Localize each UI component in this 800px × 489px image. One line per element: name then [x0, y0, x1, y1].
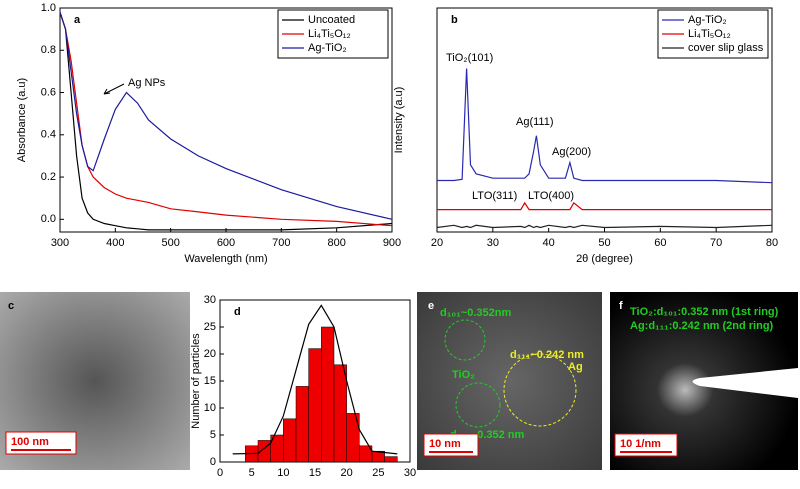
legend-label: cover slip glass — [688, 42, 764, 54]
legend-label: Uncoated — [308, 14, 355, 26]
x-axis-label: Wavelength (nm) — [184, 253, 267, 265]
y-tick-label: 0 — [210, 456, 216, 468]
x-tick-label: 700 — [272, 237, 290, 249]
histogram-bar — [384, 456, 398, 463]
data-line — [437, 68, 773, 184]
x-tick-label: 25 — [372, 467, 384, 479]
y-tick-label: 10 — [204, 402, 216, 414]
histogram-bar — [321, 326, 335, 463]
annotation: TiO₂(101) — [446, 52, 493, 64]
x-tick-label: 60 — [654, 237, 666, 249]
data-line — [59, 12, 393, 220]
x-tick-label: 20 — [431, 237, 443, 249]
y-tick-label: 0.8 — [41, 44, 56, 56]
histogram-bar — [283, 418, 297, 463]
panel-label: c — [8, 300, 14, 312]
data-line — [59, 12, 393, 231]
x-tick-label: 50 — [598, 237, 610, 249]
legend-label: Li₄Ti₅O₁₂ — [308, 28, 351, 40]
x-tick-label: 800 — [327, 237, 345, 249]
data-line — [436, 224, 773, 229]
annotation: Ag(200) — [552, 146, 591, 158]
x-tick-label: 80 — [766, 237, 778, 249]
y-tick-label: 30 — [204, 294, 216, 306]
image-annotation: Ag:d₁₁₁:0.242 nm (2nd ring) — [630, 320, 774, 332]
scale-bar-box — [5, 431, 77, 455]
annotation: Ag(111) — [516, 116, 554, 128]
x-tick-label: 15 — [309, 467, 321, 479]
legend-label: Ag-TiO₂ — [688, 14, 727, 26]
y-tick-label: 25 — [204, 321, 216, 333]
image-annotation: TiO₂ — [452, 369, 475, 381]
x-tick-label: 300 — [51, 237, 69, 249]
panel-label: a — [74, 14, 81, 26]
x-tick-label: 30 — [404, 467, 416, 479]
panel-label: d — [234, 306, 241, 318]
histogram-bar — [333, 364, 347, 463]
x-tick-label: 70 — [710, 237, 722, 249]
y-tick-label: 5 — [210, 429, 216, 441]
x-tick-label: 0 — [217, 467, 223, 479]
beam-stop — [692, 368, 798, 398]
y-axis-label: Intensity (a.u) — [393, 87, 405, 154]
histogram-bar — [346, 413, 360, 463]
x-tick-label: 900 — [383, 237, 401, 249]
x-axis-label: 2θ (degree) — [576, 253, 633, 265]
legend-label: Ag-TiO₂ — [308, 42, 347, 54]
panel-label: f — [619, 300, 623, 312]
y-axis-label: Absorbance (a.u) — [16, 78, 28, 162]
x-tick-label: 20 — [341, 467, 353, 479]
x-tick-label: 10 — [277, 467, 289, 479]
data-line — [437, 201, 772, 211]
image-annotation: d₁₁₁~0.242 nm — [510, 349, 584, 361]
panel-label: e — [428, 300, 434, 312]
y-axis-label: Number of particles — [190, 333, 202, 429]
scale-bar-label: 10 nm — [429, 438, 461, 450]
y-tick-label: 20 — [204, 348, 216, 360]
scale-bar-box — [423, 433, 479, 457]
y-tick-label: 0.6 — [41, 86, 56, 98]
panel-label: b — [451, 14, 458, 26]
histogram-bar — [295, 386, 309, 463]
scale-bar-box — [614, 433, 678, 457]
x-tick-label: 40 — [543, 237, 555, 249]
y-tick-label: 0.2 — [41, 171, 56, 183]
data-line — [59, 12, 393, 227]
image-annotation: TiO₂:d₁₀₁:0.352 nm (1st ring) — [630, 306, 779, 318]
lattice-ring — [503, 353, 577, 427]
y-tick-label: 0.0 — [41, 213, 56, 225]
y-tick-label: 0.4 — [41, 129, 56, 141]
legend-label: Li₄Ti₅O₁₂ — [688, 28, 731, 40]
fit-curve — [232, 304, 398, 455]
scale-bar-label: 100 nm — [11, 436, 49, 448]
annotation-arrow — [103, 83, 125, 95]
x-tick-label: 400 — [106, 237, 124, 249]
lattice-ring — [455, 382, 501, 428]
y-tick-label: 15 — [204, 375, 216, 387]
image-annotation: d₁₀₁~0.352nm — [440, 307, 511, 319]
annotation: Ag NPs — [128, 77, 166, 89]
lattice-ring — [444, 319, 486, 361]
x-tick-label: 600 — [217, 237, 235, 249]
scale-bar-label: 10 1/nm — [620, 438, 661, 450]
y-tick-label: 1.0 — [41, 2, 56, 14]
histogram-bar — [308, 348, 322, 463]
x-tick-label: 5 — [249, 467, 255, 479]
annotation: LTO(400) — [528, 190, 574, 202]
annotation: LTO(311) — [472, 190, 517, 202]
image-annotation: Ag — [568, 361, 583, 373]
x-tick-label: 30 — [487, 237, 499, 249]
x-tick-label: 500 — [161, 237, 179, 249]
